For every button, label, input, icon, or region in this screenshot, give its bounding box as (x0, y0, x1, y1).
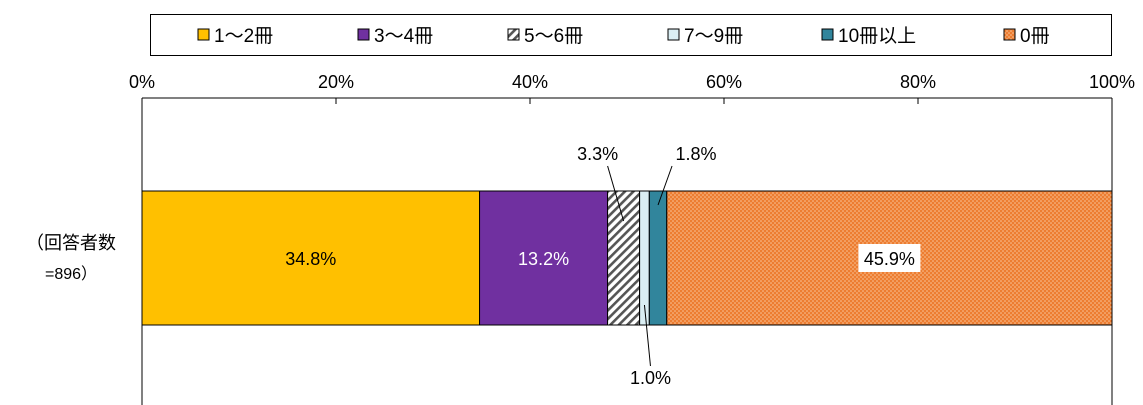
leader-line (643, 304, 651, 367)
x-tick-label: 20% (318, 72, 354, 92)
leader-line (657, 165, 673, 206)
legend-label: 0冊 (1020, 26, 1050, 47)
legend-swatch (197, 28, 210, 41)
legend-label: 5～6冊 (524, 26, 583, 47)
legend-swatch (821, 28, 834, 41)
chart-legend (150, 14, 1112, 56)
bar-segment (141, 190, 481, 326)
bar-segment (639, 190, 650, 326)
x-tick-label: 0% (129, 72, 155, 92)
data-label: 34.8% (285, 249, 336, 269)
legend-swatch (1003, 28, 1016, 41)
legend-label: 3～4冊 (374, 26, 433, 47)
category-label-line1: （回答者数 (26, 233, 116, 253)
data-label-box (858, 244, 921, 272)
bar-segment (479, 190, 609, 326)
x-tick-label: 60% (706, 72, 742, 92)
bar-segment (607, 190, 641, 326)
data-label: 3.3% (577, 144, 618, 164)
x-tick-label: 100% (1089, 72, 1135, 92)
x-tick-label: 80% (900, 72, 936, 92)
data-label: 45.9% (864, 249, 915, 269)
legend-swatch (667, 28, 680, 41)
legend-swatch (507, 28, 520, 41)
legend-label: 10冊以上 (838, 25, 916, 47)
legend-swatch (357, 28, 370, 41)
leader-line (607, 165, 625, 222)
category-label-line2: =896） (44, 266, 98, 283)
data-label: 13.2% (518, 249, 569, 269)
data-label: 1.0% (630, 368, 671, 388)
legend-label: 1～2冊 (214, 26, 273, 47)
legend-label: 7～9冊 (684, 26, 743, 47)
data-label: 1.8% (676, 144, 717, 164)
bar-segment (648, 190, 668, 326)
x-tick-label: 40% (512, 72, 548, 92)
